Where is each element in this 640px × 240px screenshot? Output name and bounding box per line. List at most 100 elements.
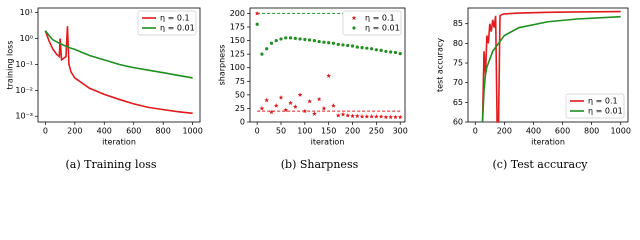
y-tick-label: 100	[230, 63, 245, 72]
data-point	[303, 37, 307, 42]
figure: 0 200 400 600 800 100010⁻³10⁻²10⁻¹10⁰10¹itera…	[6, 7, 631, 171]
x-tick-label: 200	[497, 127, 512, 136]
data-point	[393, 114, 398, 120]
y-tick-label: 80	[453, 39, 463, 48]
x-axis-label: iteration	[102, 138, 136, 147]
panel: 0 50 100 150 200 250 300 0 25 50 75 100 125 150 175 200…	[218, 7, 408, 171]
x-tick-label: 1000	[611, 127, 631, 136]
y-tick-label: 75	[235, 77, 245, 86]
data-point	[254, 11, 260, 16]
data-point	[284, 36, 288, 40]
data-point	[374, 114, 379, 119]
y-tick-label: 85	[453, 19, 463, 28]
y-tick-label: 60	[453, 118, 463, 127]
data-point	[293, 36, 297, 41]
data-point	[389, 50, 393, 54]
data-point	[308, 38, 312, 42]
y-tick-label: 175	[230, 23, 245, 32]
x-tick-label: 0	[473, 127, 478, 136]
x-tick-label: 0	[43, 127, 48, 136]
legend-marker	[352, 26, 356, 30]
legend-box	[137, 10, 197, 36]
data-point	[331, 103, 336, 108]
data-point	[321, 106, 327, 111]
data-point	[370, 47, 374, 51]
y-tick-label: 65	[453, 98, 463, 107]
x-tick-label: 600	[555, 127, 570, 136]
data-point	[264, 97, 269, 103]
legend-box	[565, 93, 625, 119]
x-tick-label: 800	[584, 127, 599, 136]
data-point	[397, 114, 403, 120]
plot-frame	[467, 7, 629, 123]
data-point	[269, 109, 274, 115]
data-point	[283, 107, 289, 112]
x-tick-label: 0	[255, 127, 260, 136]
y-tick-label: 10⁰	[20, 34, 33, 43]
data-line	[481, 15, 621, 123]
data-point	[379, 48, 383, 52]
data-point	[335, 113, 341, 118]
x-tick-label: 300	[393, 127, 408, 136]
x-tick-label: 400	[97, 127, 112, 136]
data-point	[317, 40, 321, 44]
data-point	[341, 43, 345, 47]
x-tick-label: 800	[156, 127, 171, 136]
x-tick-label: 50	[276, 127, 286, 136]
y-tick-label: 10¹	[20, 8, 33, 17]
caption: (c) Test accuracy	[493, 158, 589, 171]
x-tick-label: 150	[321, 127, 336, 136]
y-tick-label: 125	[230, 50, 245, 59]
panel: 0 200 400 600 800 1000 60 65 70 75 80 85 iteration te…	[436, 7, 631, 171]
legend-marker	[351, 15, 357, 20]
data-point	[260, 52, 264, 56]
data-point	[298, 37, 302, 41]
panel: 0 200 400 600 800 1000 10⁻³ 10⁻² 10⁻¹ 10⁰ 10¹ itera…	[6, 7, 203, 171]
y-tick-label: 10⁻¹	[15, 60, 33, 69]
data-point	[326, 73, 331, 78]
data-point	[383, 114, 389, 120]
y-axis-label: test accuracy	[436, 38, 445, 92]
y-tick-label: 150	[230, 36, 245, 45]
data-point	[378, 114, 384, 119]
data-point	[369, 114, 374, 119]
data-point	[365, 46, 369, 50]
data-point	[307, 98, 312, 104]
plot-frame	[37, 7, 201, 123]
data-point	[388, 114, 393, 120]
data-point	[327, 41, 331, 45]
data-point	[398, 52, 402, 56]
data-point	[350, 113, 355, 118]
data-line	[44, 26, 193, 115]
y-tick-label: 70	[453, 78, 463, 87]
y-tick-label: 50	[235, 90, 245, 99]
data-point	[359, 114, 365, 119]
legend-label: η = 0.1	[588, 97, 618, 106]
data-point	[360, 46, 364, 50]
data-point	[274, 38, 278, 43]
x-axis-label: iteration	[311, 138, 345, 147]
y-tick-label: 25	[235, 104, 245, 113]
data-point	[259, 106, 265, 111]
data-point	[364, 114, 370, 119]
legend-label: η = 0.01	[588, 107, 623, 116]
data-point	[384, 49, 388, 54]
data-point	[312, 38, 316, 43]
data-point	[297, 92, 303, 97]
data-point	[288, 36, 293, 40]
x-tick-label: 400	[526, 127, 541, 136]
y-axis-label: sharpness	[218, 45, 227, 86]
legend-label: η = 0.01	[160, 24, 195, 33]
data-point	[393, 50, 398, 55]
x-tick-label: 1000	[182, 127, 202, 136]
y-tick-label: 0	[240, 118, 245, 127]
data-point	[312, 111, 317, 116]
data-point	[265, 47, 269, 51]
caption: (b) Sharpness	[281, 158, 359, 171]
legend-label: η = 0.1	[365, 14, 395, 23]
data-point	[316, 96, 322, 102]
x-tick-label: 250	[369, 127, 384, 136]
legend-label: η = 0.1	[160, 14, 190, 23]
data-line	[44, 30, 193, 79]
y-tick-label: 10⁻³	[15, 112, 33, 121]
